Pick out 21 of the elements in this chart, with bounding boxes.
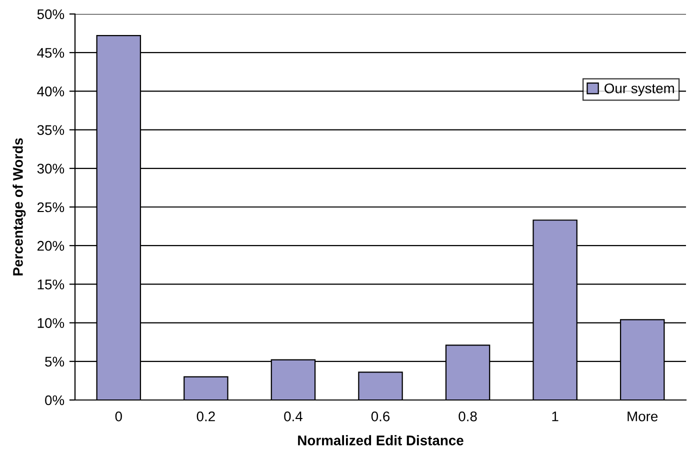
y-tick-label: 25% <box>37 202 64 212</box>
x-axis-title: Normalized Edit Distance <box>298 435 464 446</box>
x-tick-label: 0 <box>115 411 122 422</box>
x-tick-label: 0.4 <box>284 411 302 422</box>
y-tick-label: 20% <box>37 240 64 251</box>
y-tick-label: 10% <box>38 318 64 328</box>
y-tick-label: 5% <box>45 356 64 367</box>
x-tick-label: 1 <box>552 412 558 422</box>
x-tick-label: More <box>628 412 658 422</box>
x-tick-label: 0.6 <box>371 411 390 422</box>
y-tick-label: 40% <box>37 86 64 96</box>
x-tick-label: 0.8 <box>458 411 477 422</box>
legend-label: Our system <box>604 83 674 96</box>
y-tick-label: 30% <box>37 164 64 174</box>
y-tick-label: 0% <box>45 395 64 406</box>
y-tick-label: 15% <box>38 280 64 290</box>
x-tick-label: 0.2 <box>196 411 215 422</box>
y-tick-label: 45% <box>37 48 64 58</box>
y-tick-label: 50% <box>37 9 64 20</box>
y-tick-label: 35% <box>37 125 64 135</box>
y-axis-title: Percentage of Words <box>12 138 26 276</box>
